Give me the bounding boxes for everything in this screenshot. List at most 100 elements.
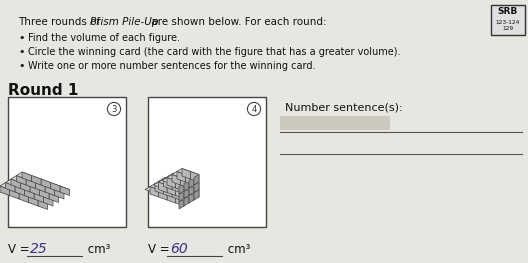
Text: •: • — [18, 47, 24, 57]
Polygon shape — [21, 183, 30, 192]
Polygon shape — [45, 186, 54, 195]
Text: cm³: cm³ — [224, 243, 250, 256]
Polygon shape — [0, 183, 15, 190]
Polygon shape — [171, 180, 184, 186]
Polygon shape — [16, 175, 26, 185]
Polygon shape — [167, 174, 181, 180]
Polygon shape — [23, 196, 38, 204]
Polygon shape — [145, 186, 158, 193]
Polygon shape — [179, 184, 184, 194]
Polygon shape — [181, 178, 189, 188]
Polygon shape — [185, 182, 194, 193]
Polygon shape — [0, 186, 10, 195]
Polygon shape — [177, 171, 185, 182]
Bar — [148, 97, 266, 227]
Polygon shape — [160, 178, 174, 184]
Polygon shape — [60, 186, 70, 195]
Text: •: • — [18, 33, 24, 43]
Polygon shape — [189, 193, 194, 203]
Text: 60: 60 — [170, 242, 188, 256]
Text: Prism Pile-Up: Prism Pile-Up — [90, 17, 158, 27]
Polygon shape — [34, 190, 49, 196]
Polygon shape — [54, 186, 70, 193]
Polygon shape — [158, 182, 167, 193]
Polygon shape — [150, 184, 164, 190]
Polygon shape — [184, 188, 189, 199]
Text: •: • — [18, 61, 24, 71]
Polygon shape — [167, 178, 175, 188]
Polygon shape — [35, 179, 51, 186]
Polygon shape — [179, 191, 184, 201]
Polygon shape — [24, 186, 40, 193]
Polygon shape — [175, 195, 184, 206]
Polygon shape — [29, 196, 38, 206]
Polygon shape — [0, 186, 10, 193]
Polygon shape — [30, 186, 40, 195]
Polygon shape — [168, 176, 177, 186]
Polygon shape — [19, 190, 34, 196]
Polygon shape — [26, 179, 35, 189]
Polygon shape — [32, 175, 41, 185]
Text: Write one or more number sentences for the winning card.: Write one or more number sentences for t… — [28, 61, 316, 71]
Polygon shape — [154, 182, 167, 188]
Polygon shape — [158, 190, 167, 200]
Text: are shown below. For each round:: are shown below. For each round: — [148, 17, 327, 27]
Polygon shape — [22, 172, 32, 181]
Polygon shape — [11, 179, 21, 189]
Polygon shape — [191, 171, 199, 182]
Polygon shape — [182, 184, 191, 194]
Bar — [280, 116, 390, 130]
Polygon shape — [54, 190, 64, 199]
Polygon shape — [181, 185, 189, 195]
Polygon shape — [194, 190, 199, 200]
Polygon shape — [43, 196, 53, 206]
Text: 123-124: 123-124 — [496, 19, 520, 24]
Polygon shape — [38, 196, 53, 204]
Polygon shape — [155, 180, 168, 186]
Polygon shape — [185, 174, 194, 185]
Polygon shape — [185, 171, 199, 178]
Polygon shape — [158, 179, 172, 185]
Polygon shape — [177, 179, 185, 190]
Text: V =: V = — [8, 243, 33, 256]
Text: Round 1: Round 1 — [8, 83, 78, 98]
Polygon shape — [38, 200, 48, 210]
Polygon shape — [24, 190, 34, 199]
Polygon shape — [184, 180, 189, 191]
Polygon shape — [35, 183, 45, 192]
Text: Find the volume of each figure.: Find the volume of each figure. — [28, 33, 180, 43]
Polygon shape — [175, 188, 184, 199]
Text: V =: V = — [148, 243, 173, 256]
Polygon shape — [43, 193, 59, 200]
Polygon shape — [150, 186, 158, 197]
Polygon shape — [179, 199, 184, 209]
Text: Circle the winning card (the card with the figure that has a greater volume).: Circle the winning card (the card with t… — [28, 47, 401, 57]
Polygon shape — [14, 193, 29, 200]
Polygon shape — [51, 183, 60, 192]
Polygon shape — [40, 186, 54, 193]
Polygon shape — [191, 179, 199, 190]
Polygon shape — [172, 171, 185, 178]
Polygon shape — [10, 186, 24, 193]
Polygon shape — [15, 186, 24, 195]
Polygon shape — [182, 176, 191, 186]
Polygon shape — [15, 183, 30, 190]
Text: Number sentence(s):: Number sentence(s): — [285, 102, 403, 112]
Polygon shape — [172, 190, 181, 200]
Polygon shape — [155, 184, 164, 194]
Polygon shape — [167, 193, 175, 203]
Polygon shape — [49, 190, 64, 196]
Text: 25: 25 — [30, 242, 48, 256]
Polygon shape — [41, 179, 51, 189]
Polygon shape — [189, 185, 194, 195]
Text: 4: 4 — [251, 104, 257, 114]
Polygon shape — [45, 183, 60, 190]
Text: Three rounds of: Three rounds of — [18, 17, 103, 27]
Polygon shape — [49, 193, 59, 203]
Polygon shape — [34, 193, 43, 203]
Polygon shape — [164, 176, 177, 182]
Polygon shape — [29, 193, 43, 200]
Polygon shape — [181, 174, 194, 180]
Polygon shape — [175, 180, 184, 191]
Polygon shape — [191, 186, 199, 197]
